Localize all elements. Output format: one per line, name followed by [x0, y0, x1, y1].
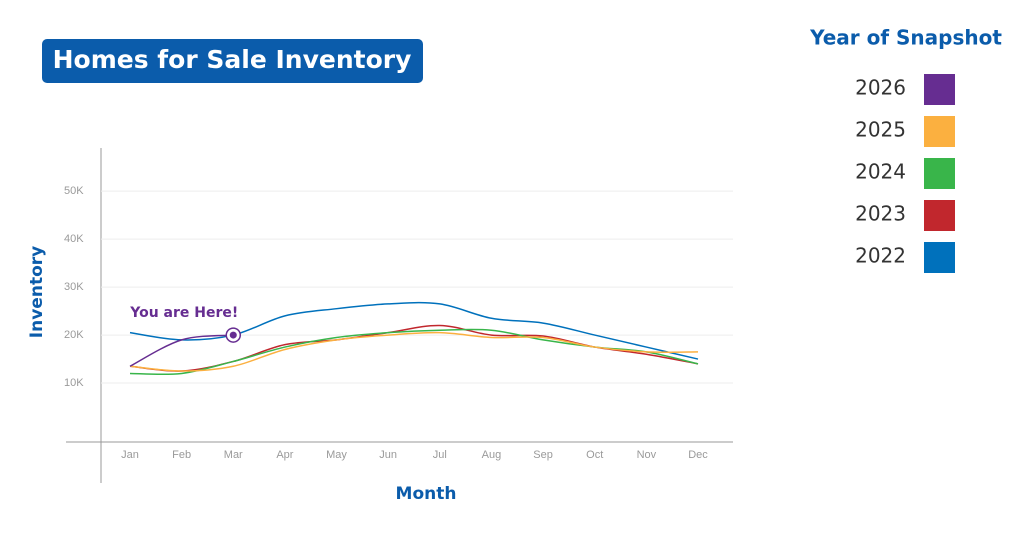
y-tick-label: 40K: [64, 233, 84, 245]
x-tick-label: Jul: [433, 449, 447, 461]
x-tick-label: Aug: [482, 449, 502, 461]
x-tick-label: Dec: [688, 449, 708, 461]
annotation: You are Here!: [129, 305, 238, 321]
y-tick-label: 10K: [64, 377, 84, 389]
title-box: [42, 39, 423, 83]
legend-label: 2026: [855, 76, 906, 100]
y-axis-label: Inventory: [27, 246, 47, 338]
legend-swatch: [924, 200, 955, 231]
legend-label: 2023: [855, 202, 906, 226]
legend-swatch: [924, 158, 955, 189]
x-tick-label: Jun: [379, 449, 397, 461]
y-tick-label: 20K: [64, 329, 84, 341]
x-tick-label: Oct: [586, 449, 603, 461]
x-tick-label: Feb: [172, 449, 191, 461]
series-line: [129, 331, 699, 372]
x-tick-label: Jan: [121, 449, 139, 461]
x-tick-label: Mar: [224, 449, 243, 461]
y-tick-label: 50K: [64, 185, 84, 197]
x-axis-label: Month: [396, 484, 457, 504]
legend-swatch: [924, 116, 955, 147]
legend-label: 2022: [855, 244, 906, 268]
x-tick-label: Nov: [637, 449, 657, 461]
legend-swatch: [924, 242, 955, 273]
legend-title: Year of Snapshot: [809, 26, 1002, 50]
x-tick-label: May: [326, 449, 347, 461]
y-tick-label: 30K: [64, 281, 84, 293]
x-tick-label: Sep: [533, 449, 553, 461]
chart-title: Homes for Sale Inventory: [53, 45, 412, 74]
x-tick-label: Apr: [276, 449, 293, 461]
series-line: [129, 334, 234, 367]
legend-label: 2025: [855, 118, 906, 142]
legend-label: 2024: [855, 160, 906, 184]
legend-swatch: [924, 74, 955, 105]
current-marker: [229, 331, 237, 339]
